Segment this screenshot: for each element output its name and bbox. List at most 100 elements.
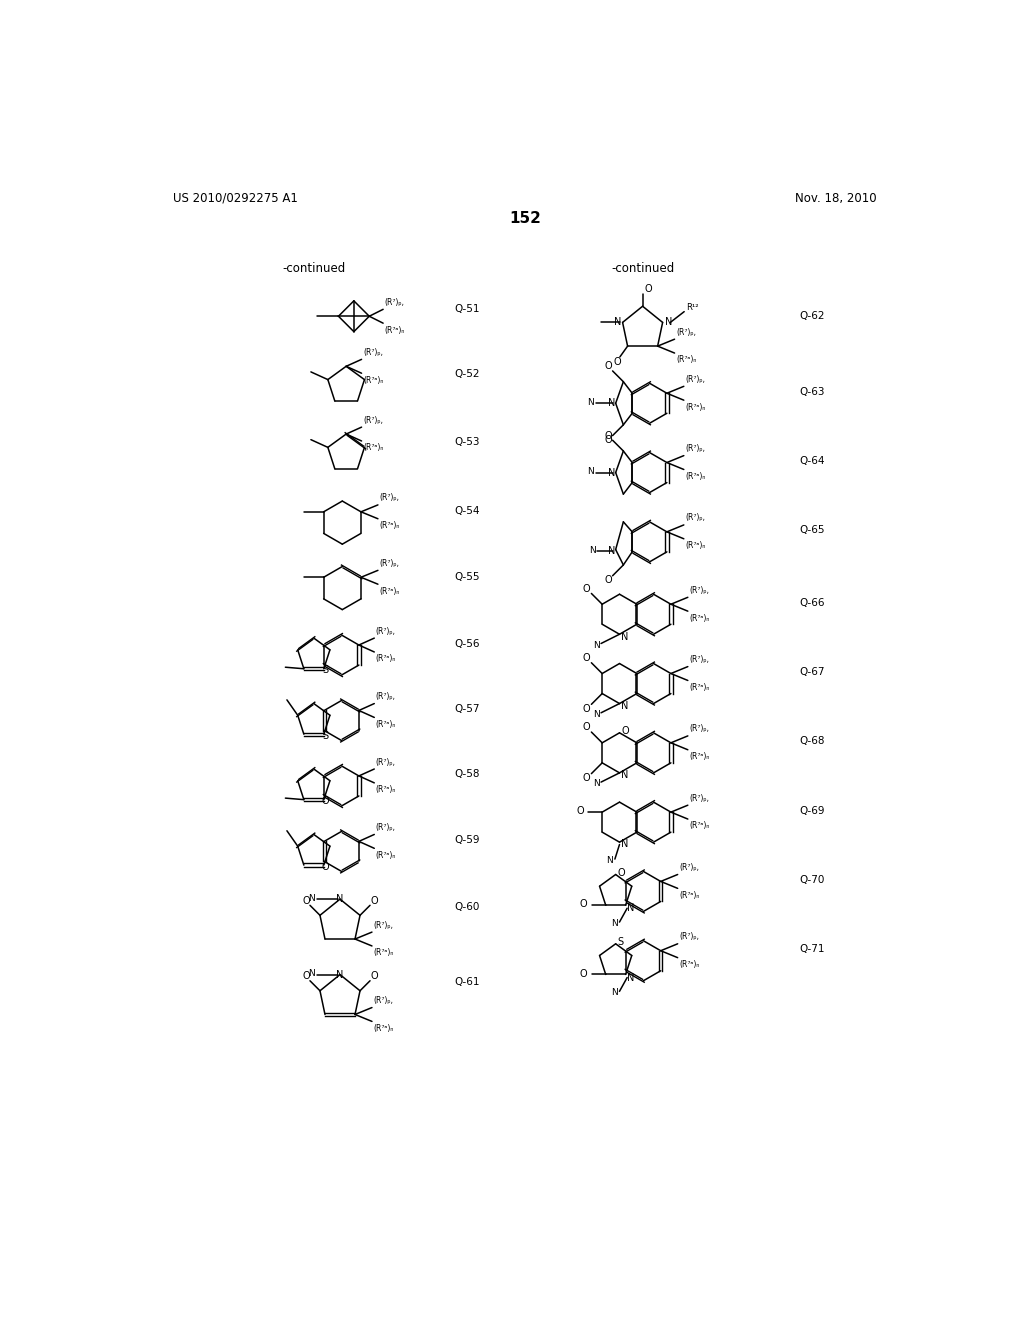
Text: Q-59: Q-59 <box>454 834 479 845</box>
Text: S: S <box>617 937 624 948</box>
Text: Q-55: Q-55 <box>454 572 479 582</box>
Text: N: N <box>593 640 599 649</box>
Text: (R⁷)ₚ,: (R⁷)ₚ, <box>676 327 696 337</box>
Text: (R⁷ᵃ)ₙ: (R⁷ᵃ)ₙ <box>376 785 396 795</box>
Text: (R⁷ᵃ)ₙ: (R⁷ᵃ)ₙ <box>364 444 383 453</box>
Text: O: O <box>613 356 621 367</box>
Text: N: N <box>588 467 594 477</box>
Text: N: N <box>621 770 629 780</box>
Text: N: N <box>308 969 315 978</box>
Text: Q-52: Q-52 <box>454 370 479 379</box>
Text: Q-69: Q-69 <box>799 805 824 816</box>
Text: (R⁷)ₚ,: (R⁷)ₚ, <box>376 692 396 701</box>
Text: (R⁷ᵃ)ₙ: (R⁷ᵃ)ₙ <box>385 326 406 334</box>
Text: N: N <box>621 701 629 711</box>
Text: (R⁷ᵃ)ₙ: (R⁷ᵃ)ₙ <box>689 682 710 692</box>
Text: O: O <box>583 722 591 733</box>
Text: (R⁷)ₚ,: (R⁷)ₚ, <box>374 920 393 929</box>
Text: R¹²: R¹² <box>686 302 698 312</box>
Text: (R⁷ᵃ)ₙ: (R⁷ᵃ)ₙ <box>380 586 399 595</box>
Text: (R⁷)ₚ,: (R⁷)ₚ, <box>689 793 710 803</box>
Text: (R⁷ᵃ)ₙ: (R⁷ᵃ)ₙ <box>679 960 699 969</box>
Text: Q-65: Q-65 <box>799 525 824 536</box>
Text: O: O <box>604 430 611 441</box>
Text: (R⁷ᵃ)ₙ: (R⁷ᵃ)ₙ <box>374 948 394 957</box>
Text: N: N <box>613 317 621 327</box>
Text: -continued: -continued <box>611 261 674 275</box>
Text: Q-68: Q-68 <box>799 737 824 746</box>
Text: N: N <box>665 317 673 327</box>
Text: (R⁷)ₚ,: (R⁷)ₚ, <box>679 863 699 873</box>
Text: O: O <box>370 972 378 981</box>
Text: N: N <box>606 857 613 865</box>
Text: (R⁷)ₚ,: (R⁷)ₚ, <box>364 348 383 356</box>
Text: (R⁷)ₚ,: (R⁷)ₚ, <box>689 586 710 595</box>
Text: O: O <box>302 972 310 981</box>
Text: (R⁷ᵃ)ₙ: (R⁷ᵃ)ₙ <box>685 473 706 480</box>
Text: (R⁷)ₚ,: (R⁷)ₚ, <box>679 932 699 941</box>
Text: Q-57: Q-57 <box>454 704 479 714</box>
Text: (R⁷)ₚ,: (R⁷)ₚ, <box>376 824 396 832</box>
Text: Q-70: Q-70 <box>799 875 824 884</box>
Text: O: O <box>583 704 591 714</box>
Text: Q-66: Q-66 <box>799 598 824 607</box>
Text: N: N <box>607 467 614 478</box>
Text: (R⁷ᵃ)ₙ: (R⁷ᵃ)ₙ <box>689 752 710 762</box>
Text: Q-62: Q-62 <box>799 312 824 321</box>
Text: Q-54: Q-54 <box>454 506 479 516</box>
Text: Q-64: Q-64 <box>799 455 824 466</box>
Text: O: O <box>604 362 611 371</box>
Text: N: N <box>607 399 614 408</box>
Text: 152: 152 <box>509 211 541 226</box>
Text: O: O <box>322 796 329 807</box>
Text: O: O <box>621 726 629 737</box>
Text: Q-71: Q-71 <box>799 944 824 954</box>
Text: N: N <box>627 973 635 982</box>
Text: Q-53: Q-53 <box>454 437 479 446</box>
Text: (R⁷ᵃ)ₙ: (R⁷ᵃ)ₙ <box>679 891 699 900</box>
Text: O: O <box>583 653 591 663</box>
Text: Q-51: Q-51 <box>454 304 479 314</box>
Text: Q-67: Q-67 <box>799 667 824 677</box>
Text: N: N <box>588 399 594 407</box>
Text: N: N <box>611 989 617 998</box>
Text: (R⁷ᵃ)ₙ: (R⁷ᵃ)ₙ <box>685 541 706 550</box>
Text: US 2010/0292275 A1: US 2010/0292275 A1 <box>173 191 298 205</box>
Text: (R⁷)ₚ,: (R⁷)ₚ, <box>689 655 710 664</box>
Text: N: N <box>593 710 599 719</box>
Text: (R⁷)ₚ,: (R⁷)ₚ, <box>685 445 706 453</box>
Text: Q-58: Q-58 <box>454 770 479 779</box>
Text: -continued: -continued <box>283 261 345 275</box>
Text: Nov. 18, 2010: Nov. 18, 2010 <box>795 191 877 205</box>
Text: S: S <box>323 665 329 676</box>
Text: (R⁷ᵃ)ₙ: (R⁷ᵃ)ₙ <box>364 376 383 384</box>
Text: Q-61: Q-61 <box>454 977 479 987</box>
Text: (R⁷ᵃ)ₙ: (R⁷ᵃ)ₙ <box>676 355 696 364</box>
Text: O: O <box>604 576 611 585</box>
Text: Q-56: Q-56 <box>454 639 479 648</box>
Text: N: N <box>621 840 629 850</box>
Text: (R⁷ᵃ)ₙ: (R⁷ᵃ)ₙ <box>376 719 396 729</box>
Text: O: O <box>577 807 584 816</box>
Text: (R⁷ᵃ)ₙ: (R⁷ᵃ)ₙ <box>374 1024 394 1032</box>
Text: N: N <box>627 903 635 913</box>
Text: N: N <box>593 779 599 788</box>
Text: O: O <box>580 899 587 909</box>
Text: (R⁷)ₚ,: (R⁷)ₚ, <box>376 627 396 636</box>
Text: (R⁷)ₚ,: (R⁷)ₚ, <box>380 494 399 503</box>
Text: (R⁷)ₚ,: (R⁷)ₚ, <box>689 725 710 734</box>
Text: (R⁷ᵃ)ₙ: (R⁷ᵃ)ₙ <box>689 821 710 830</box>
Text: (R⁷ᵃ)ₙ: (R⁷ᵃ)ₙ <box>376 851 396 859</box>
Text: O: O <box>583 774 591 783</box>
Text: O: O <box>604 436 611 445</box>
Text: O: O <box>302 896 310 906</box>
Text: (R⁷)ₚ,: (R⁷)ₚ, <box>376 758 396 767</box>
Text: O: O <box>645 284 652 294</box>
Text: Q-60: Q-60 <box>454 902 479 912</box>
Text: (R⁷ᵃ)ₙ: (R⁷ᵃ)ₙ <box>380 521 399 531</box>
Text: N: N <box>607 546 614 556</box>
Text: (R⁷ᵃ)ₙ: (R⁷ᵃ)ₙ <box>685 403 706 412</box>
Text: O: O <box>580 969 587 978</box>
Text: N: N <box>336 970 343 979</box>
Text: O: O <box>370 896 378 906</box>
